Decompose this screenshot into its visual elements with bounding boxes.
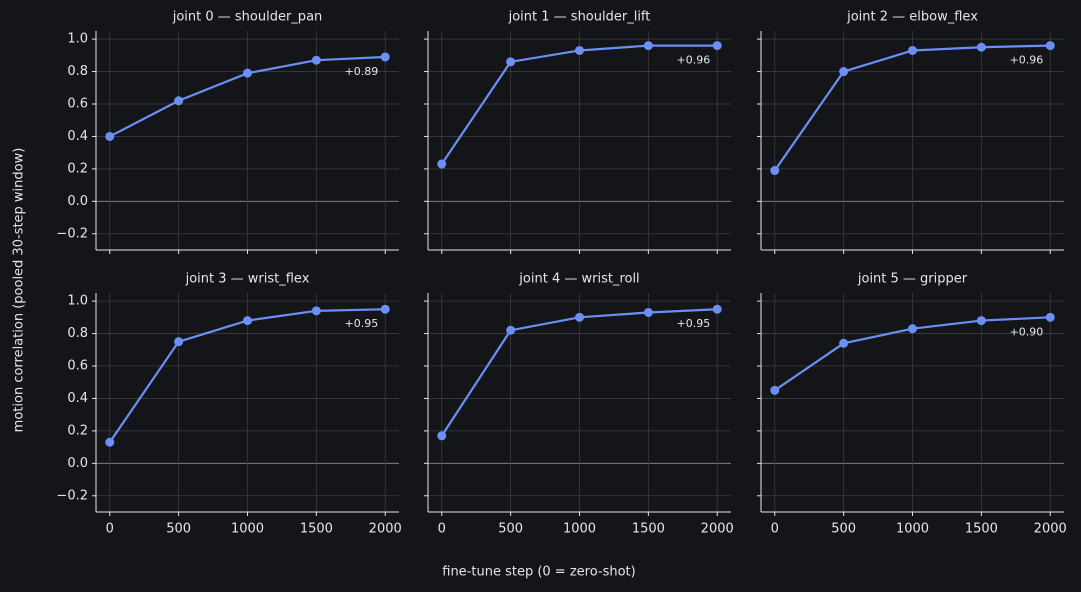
data-point [1045,312,1055,322]
data-point [976,42,986,52]
data-point [437,431,447,441]
data-point [643,307,653,317]
data-point [380,304,390,314]
x-tick-label: 0 [438,522,446,537]
data-point [243,316,252,326]
y-tick-label: 0.0 [67,194,88,209]
data-point [311,306,321,316]
y-tick-label: 0.2 [67,161,88,176]
y-tick-label: 1.0 [67,294,88,309]
data-point [712,41,722,51]
y-tick-label: 1.0 [67,32,88,47]
data-point [506,325,516,335]
y-tick-label: 0.4 [67,129,88,144]
data-point [105,437,115,447]
data-point [311,55,321,65]
y-tick-label: −0.2 [56,488,88,503]
data-point [380,52,390,62]
data-point [908,324,917,334]
data-point [839,67,849,77]
value-label: +0.95 [345,317,379,330]
data-point [643,41,653,51]
value-label: +0.96 [1010,54,1044,67]
data-point [575,312,584,322]
data-point [712,304,722,314]
data-point [770,385,780,395]
x-tick-label: 1500 [300,522,333,537]
data-point [1045,41,1055,51]
x-tick-label: 2000 [369,522,402,537]
data-point [575,45,584,55]
y-tick-label: 0.6 [67,97,88,112]
data-point [839,338,849,348]
data-point [976,316,986,326]
x-tick-label: 2000 [701,522,734,537]
subplot-title: joint 3 — wrist_flex [185,272,310,287]
subplot-title: joint 5 — gripper [857,272,968,287]
value-label: +0.96 [677,54,711,67]
x-tick-label: 0 [106,522,114,537]
y-tick-label: 0.2 [67,423,88,438]
y-tick-label: −0.2 [56,226,88,241]
x-tick-label: 500 [166,522,191,537]
value-label: +0.89 [345,65,379,78]
x-tick-label: 1500 [965,522,998,537]
y-axis-label: motion correlation (pooled 30-step windo… [12,148,27,433]
data-point [174,337,184,347]
y-tick-label: 0.4 [67,391,88,406]
x-tick-label: 1500 [632,522,665,537]
x-tick-label: 500 [831,522,856,537]
x-tick-label: 1000 [563,522,596,537]
data-point [908,45,917,55]
subplot-title: joint 4 — wrist_roll [518,272,639,287]
x-tick-label: 1000 [896,522,929,537]
x-axis-label: fine-tune step (0 = zero-shot) [442,565,635,580]
subplot-title: joint 0 — shoulder_pan [172,10,323,25]
x-tick-label: 1000 [231,522,264,537]
data-point [243,68,252,78]
data-point [437,159,447,169]
y-tick-label: 0.0 [67,456,88,471]
x-tick-label: 2000 [1034,522,1067,537]
value-label: +0.95 [677,317,711,330]
data-point [105,131,115,141]
subplot-title: joint 1 — shoulder_lift [508,10,651,25]
y-tick-label: 0.6 [67,359,88,374]
y-tick-label: 0.8 [67,64,88,79]
y-tick-label: 0.8 [67,326,88,341]
data-point [506,57,516,67]
x-tick-label: 0 [771,522,779,537]
data-point [174,96,184,106]
data-point [770,166,780,176]
value-label: +0.90 [1010,325,1044,338]
subplot-title: joint 2 — elbow_flex [846,10,978,25]
x-tick-label: 500 [498,522,523,537]
